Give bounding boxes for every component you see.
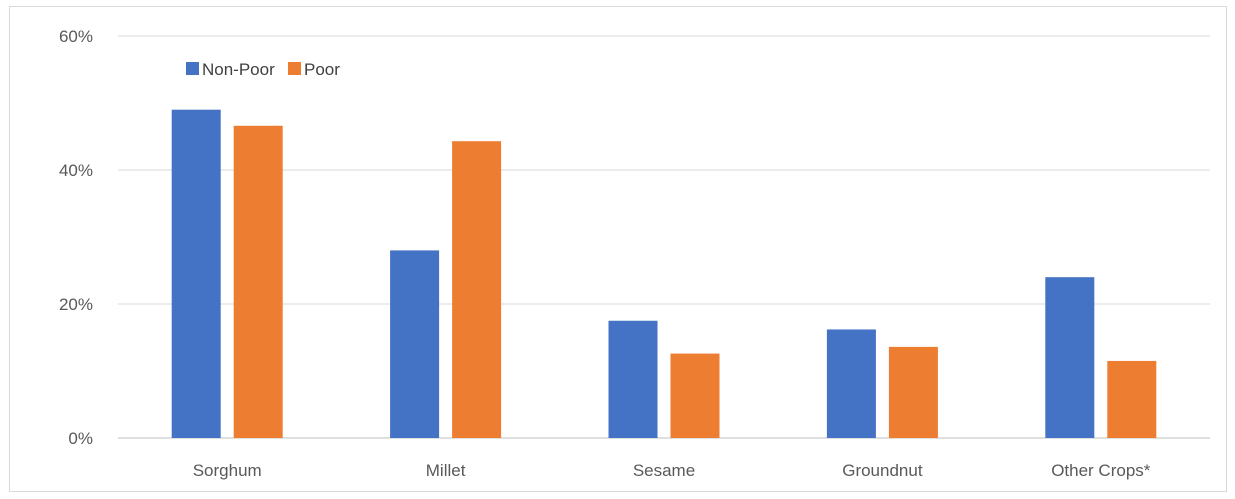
y-tick-label: 0% (68, 429, 93, 448)
legend-swatch-poor (288, 62, 301, 75)
bars (171, 109, 1157, 438)
bar-non-poor-other-crops (1045, 277, 1095, 438)
x-category-label: Millet (426, 461, 466, 480)
gridlines (118, 35, 1210, 439)
x-category-label: Other Crops* (1051, 461, 1151, 480)
legend: Non-Poor Poor (186, 60, 340, 79)
bar-poor-millet (452, 141, 502, 438)
x-category-label: Groundnut (842, 461, 923, 480)
bar-poor-sorghum (233, 125, 283, 438)
y-tick-label: 60% (59, 27, 93, 46)
x-category-label: Sorghum (193, 461, 262, 480)
legend-swatch-non-poor (186, 62, 199, 75)
legend-label: Non-Poor (202, 60, 275, 79)
bar-poor-sesame (670, 353, 720, 438)
bar-non-poor-groundnut (826, 329, 876, 438)
y-axis-ticks: 0% 20% 40% 60% (59, 27, 93, 448)
bar-non-poor-sorghum (171, 109, 221, 438)
bar-poor-other-crops (1107, 360, 1157, 438)
x-axis-labels: Sorghum Millet Sesame Groundnut Other Crops* (193, 461, 1151, 480)
y-tick-label: 20% (59, 295, 93, 314)
x-category-label: Sesame (633, 461, 695, 480)
legend-label: Poor (304, 60, 340, 79)
bar-poor-groundnut (888, 346, 938, 438)
bar-non-poor-sesame (608, 320, 658, 438)
y-tick-label: 40% (59, 161, 93, 180)
bar-non-poor-millet (390, 250, 440, 438)
